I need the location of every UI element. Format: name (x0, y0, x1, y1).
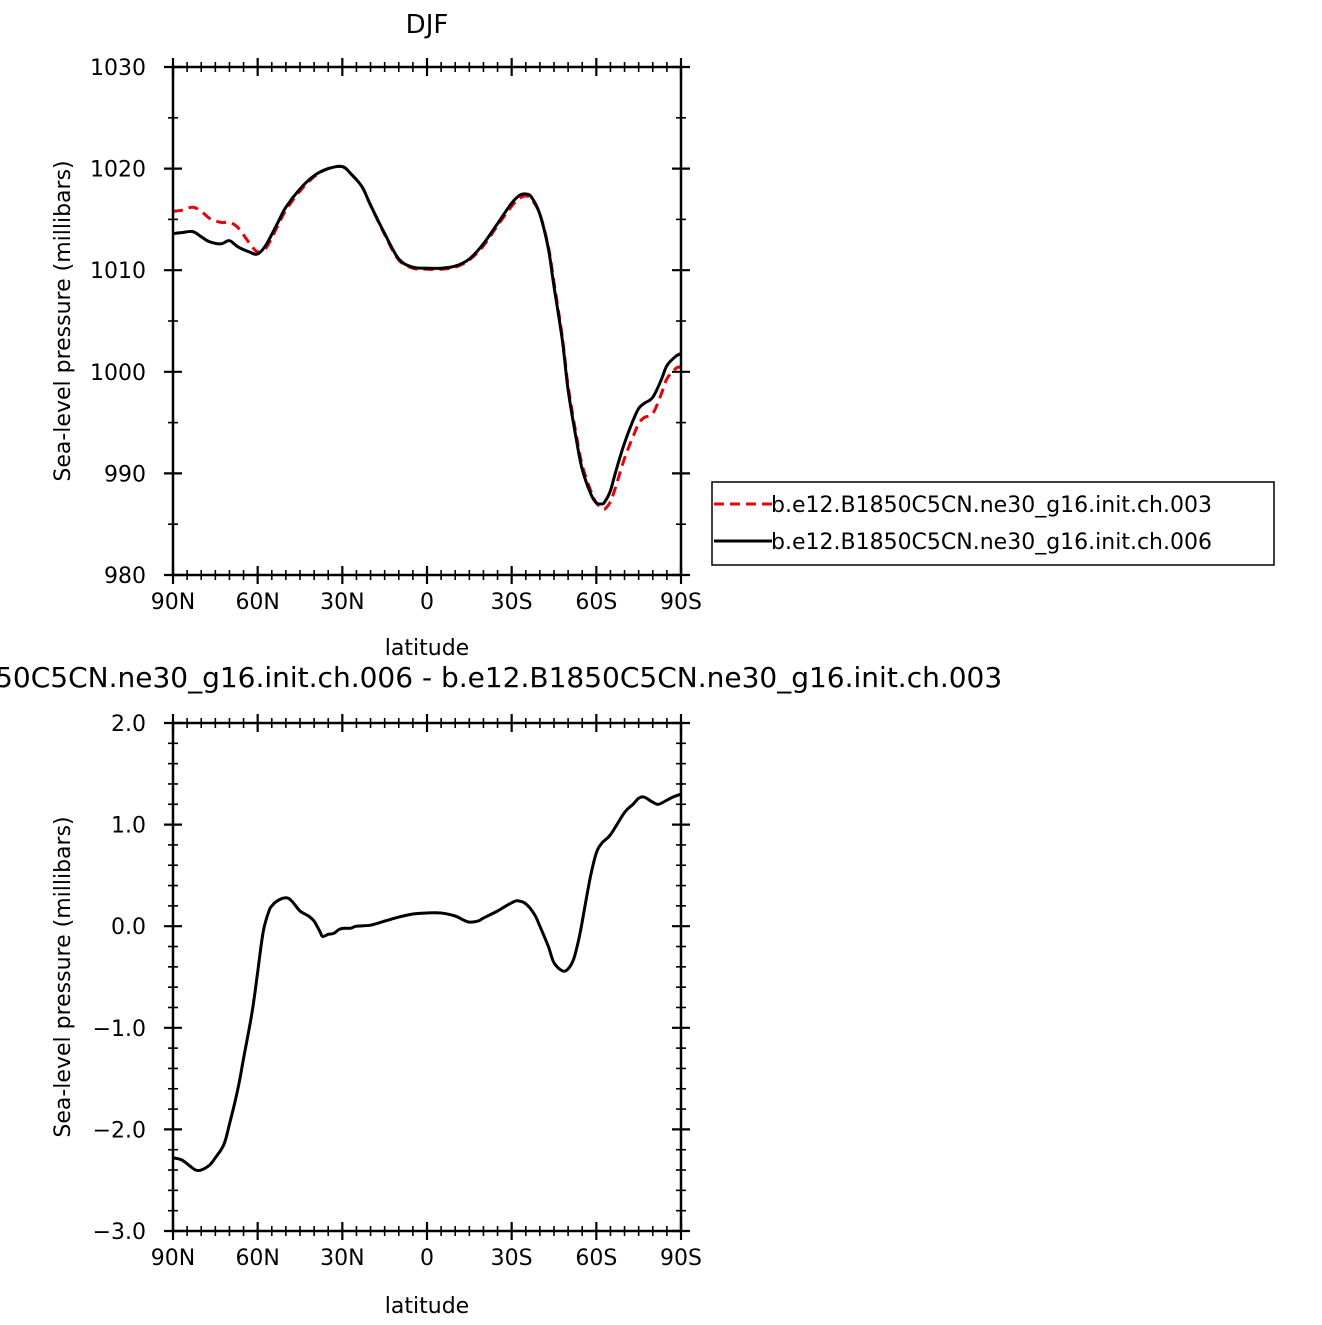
bottom-panel-title: b.e12.B1850C5CN.ne30_g16.init.ch.006 - b… (0, 661, 1002, 694)
bottom-x-tick-label: 90S (660, 1246, 702, 1271)
bottom-tick-labels: 90N 60N 30N 0 30S 60S 90S 2.0 1.0 0.0 −1.0 −2.0 −3.0 (93, 712, 702, 1271)
top-x-tick-label: 90N (151, 590, 195, 615)
bottom-series-line-0 (172, 792, 682, 1173)
top-series-line-1 (172, 164, 682, 506)
top-x-tick-label: 60S (575, 590, 617, 615)
top-y-tick-label: 1030 (90, 56, 146, 81)
bottom-y-tick-label: 1.0 (111, 814, 146, 839)
bottom-ticks-group (164, 714, 690, 1240)
bottom-y-tick-label: −2.0 (93, 1118, 146, 1143)
top-y-axis-label: Sea-level pressure (millibars) (51, 160, 76, 481)
bottom-x-tick-label: 0 (420, 1246, 434, 1271)
top-plot-frame (171, 65, 683, 577)
top-x-tick-label: 0 (420, 590, 434, 615)
legend: b.e12.B1850C5CN.ne30_g16.init.ch.003 b.e… (711, 481, 1275, 566)
bottom-y-tick-label: 0.0 (111, 915, 146, 940)
top-x-tick-label: 90S (660, 590, 702, 615)
top-panel-title: DJF (406, 10, 449, 40)
bottom-series-group (172, 792, 682, 1173)
bottom-x-tick-label: 30N (320, 1246, 364, 1271)
top-tick-labels: 90N 60N 30N 0 30S 60S 90S 1030 1020 1010 1000 990 98… (90, 56, 702, 615)
bottom-y-tick-label: 2.0 (111, 712, 146, 737)
bottom-x-tick-label: 30S (491, 1246, 533, 1271)
bottom-plot-frame (171, 721, 683, 1233)
top-x-axis-label: latitude (385, 636, 469, 661)
top-ticks-group (164, 58, 690, 584)
bottom-y-tick-label: −1.0 (93, 1017, 146, 1042)
top-series-group (172, 164, 682, 511)
top-y-tick-label: 1010 (90, 259, 146, 284)
top-y-tick-label: 1020 (90, 158, 146, 183)
legend-label-006: b.e12.B1850C5CN.ne30_g16.init.ch.006 (771, 530, 1212, 555)
top-y-tick-label: 980 (104, 564, 146, 589)
legend-label-003: b.e12.B1850C5CN.ne30_g16.init.ch.003 (771, 493, 1212, 518)
bottom-x-tick-label: 60N (235, 1246, 279, 1271)
bottom-x-tick-label: 90N (151, 1246, 195, 1271)
top-x-tick-label: 60N (235, 590, 279, 615)
bottom-y-axis-label: Sea-level pressure (millibars) (51, 816, 76, 1137)
bottom-panel: b.e12.B1850C5CN.ne30_g16.init.ch.006 - b… (0, 661, 1002, 1319)
top-y-tick-label: 1000 (90, 361, 146, 386)
bottom-x-tick-label: 60S (575, 1246, 617, 1271)
legend-box (711, 481, 1275, 566)
bottom-x-axis-label: latitude (385, 1294, 469, 1319)
top-y-tick-label: 990 (104, 462, 146, 487)
bottom-y-tick-label: −3.0 (93, 1220, 146, 1245)
top-panel: DJF 90N 60N 30N 0 30S 60S 90S10301020101010009… (51, 10, 1275, 661)
top-x-tick-label: 30N (320, 590, 364, 615)
top-x-tick-label: 30S (491, 590, 533, 615)
top-series-line-0 (172, 164, 682, 511)
